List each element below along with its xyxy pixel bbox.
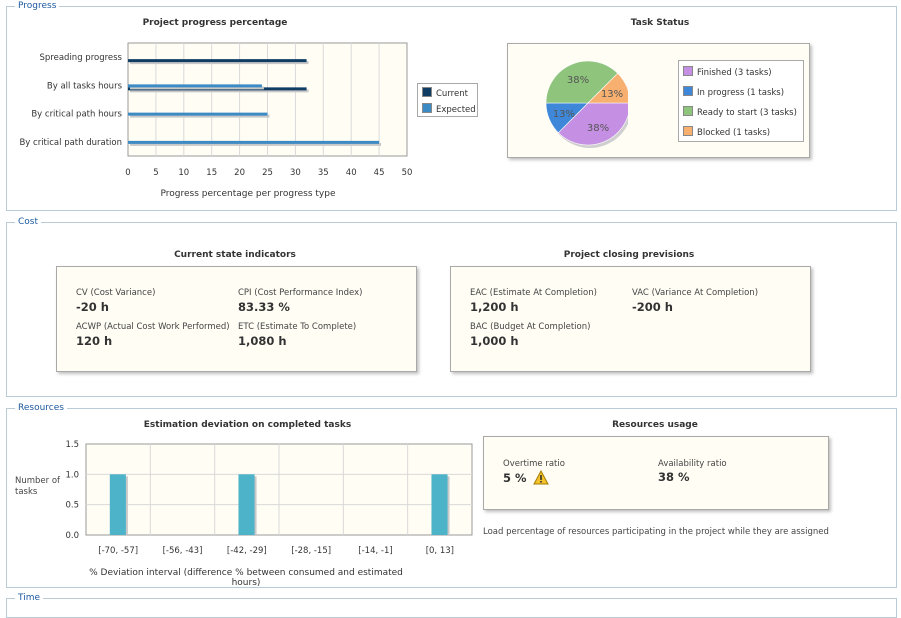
progress-bar-shadow <box>130 114 270 118</box>
progress-section: Progress <box>6 0 897 211</box>
deviation-ylabel-line2: tasks <box>15 487 38 497</box>
current-state-title: Current state indicators <box>174 250 296 260</box>
pie-slice <box>545 60 619 104</box>
cpi-value: 83.33 % <box>238 300 290 314</box>
task-status-legend: Finished (3 tasks) In progress (1 tasks)… <box>678 60 804 142</box>
resources-section: Resources <box>6 402 897 588</box>
progress-x-tick: 0 <box>125 168 130 178</box>
in-progress-swatch <box>683 86 693 96</box>
vac-value: -200 h <box>632 300 673 314</box>
cpi-label: CPI (Cost Performance Index) <box>238 288 363 298</box>
legend-expected: Expected <box>422 103 476 115</box>
eac-label: EAC (Estimate At Completion) <box>470 288 597 298</box>
resources-note: Load percentage of resources participati… <box>483 527 829 537</box>
blocked-swatch <box>683 126 693 136</box>
finished-swatch <box>683 66 693 76</box>
pie-slice-label: 13% <box>553 109 575 120</box>
progress-x-tick: 25 <box>262 168 273 178</box>
legend-ready: Ready to start (3 tasks) <box>683 106 797 118</box>
legend-finished-label: Finished (3 tasks) <box>697 68 772 78</box>
resources-usage-title: Resources usage <box>612 420 698 430</box>
legend-ready-label: Ready to start (3 tasks) <box>697 108 797 118</box>
resources-usage-panel: Overtime ratio 5 % Availability ratio 38… <box>483 436 829 510</box>
progress-category-label: By all tasks hours <box>47 81 123 91</box>
current-swatch <box>422 87 432 97</box>
cv-value: -20 h <box>76 300 109 314</box>
pie-slice-label: 13% <box>601 89 623 100</box>
progress-x-tick: 35 <box>318 168 329 178</box>
progress-category-label: Spreading progress <box>40 53 123 63</box>
legend-current: Current <box>422 87 468 99</box>
acwp-label: ACWP (Actual Cost Work Performed) <box>76 322 230 332</box>
progress-category-label: By critical path hours <box>31 110 122 120</box>
bac-label: BAC (Budget At Completion) <box>470 322 591 332</box>
warning-icon <box>532 469 549 488</box>
cv-label: CV (Cost Variance) <box>76 288 156 298</box>
task-status-title: Task Status <box>630 18 690 28</box>
time-section: Time <box>6 592 897 618</box>
legend-expected-label: Expected <box>436 105 476 115</box>
progress-x-tick: 45 <box>374 168 385 178</box>
progress-x-tick: 10 <box>178 168 189 178</box>
deviation-ylabel-line1: Number of <box>15 476 61 486</box>
progress-x-tick: 20 <box>234 168 245 178</box>
overtime-value: 5 % <box>503 471 527 485</box>
progress-bar-shadow <box>130 89 309 93</box>
closing-previsions-title: Project closing previsions <box>563 250 695 260</box>
progress-chart-title: Project progress percentage <box>142 18 288 28</box>
progress-x-tick: 5 <box>153 168 158 178</box>
progress-legend: Current Expected <box>417 83 478 117</box>
legend-in-progress: In progress (1 tasks) <box>683 86 784 98</box>
pie-slice <box>557 102 628 146</box>
task-status-pie: 38% 13% 38% 13% <box>545 60 628 148</box>
progress-x-tick: 50 <box>402 168 413 178</box>
time-section-title: Time <box>15 592 44 604</box>
pie-slice-label: 38% <box>567 75 589 86</box>
task-status-panel: 38% 13% 38% 13% Finished (3 tasks) In progr… <box>507 43 810 158</box>
legend-finished: Finished (3 tasks) <box>683 66 772 78</box>
progress-category-label: By critical path duration <box>19 138 122 148</box>
overtime-label: Overtime ratio <box>503 459 565 469</box>
progress-bar-current <box>128 59 307 63</box>
progress-bar-shadow <box>130 142 382 146</box>
expected-swatch <box>422 103 432 113</box>
availability-value: 38 % <box>658 470 690 484</box>
pie-slice <box>587 72 628 104</box>
closing-previsions-panel: EAC (Estimate At Completion) 1,200 h VAC… <box>450 266 811 372</box>
eac-value: 1,200 h <box>470 300 519 314</box>
pie-slice-label: 38% <box>587 123 609 134</box>
deviation-chart-xlabel: % Deviation interval (difference % betwe… <box>89 568 403 588</box>
cost-section: Cost <box>6 216 897 397</box>
acwp-value: 120 h <box>76 334 113 348</box>
legend-blocked: Blocked (1 tasks) <box>683 126 770 138</box>
progress-bar-expected <box>128 84 262 88</box>
progress-x-tick: 30 <box>290 168 301 178</box>
ready-swatch <box>683 106 693 116</box>
cost-section-title: Cost <box>15 216 42 228</box>
progress-bar-expected <box>128 140 380 144</box>
progress-chart-xlabel: Progress percentage per progress type <box>160 189 336 199</box>
bac-value: 1,000 h <box>470 334 519 348</box>
availability-label: Availability ratio <box>658 459 727 469</box>
etc-label: ETC (Estimate To Complete) <box>238 322 357 332</box>
resources-section-title: Resources <box>15 402 67 414</box>
legend-in-progress-label: In progress (1 tasks) <box>697 88 785 98</box>
progress-bar-shadow <box>130 61 309 65</box>
deviation-chart-title: Estimation deviation on completed tasks <box>143 420 352 430</box>
progress-bar-expected <box>128 112 268 116</box>
legend-current-label: Current <box>436 89 468 99</box>
current-state-panel: CV (Cost Variance) -20 h CPI (Cost Perfo… <box>56 266 417 372</box>
legend-blocked-label: Blocked (1 tasks) <box>697 128 771 138</box>
etc-value: 1,080 h <box>238 334 287 348</box>
progress-section-title: Progress <box>15 0 60 12</box>
progress-bar-shadow <box>130 86 264 90</box>
overtime-value-row: 5 % <box>503 469 549 488</box>
progress-x-tick: 40 <box>346 168 357 178</box>
vac-label: VAC (Variance At Completion) <box>632 288 759 298</box>
progress-x-tick: 15 <box>206 168 217 178</box>
progress-chart: 0 5 10 15 20 25 30 35 40 45 50 Spreading progress By… <box>19 42 413 178</box>
